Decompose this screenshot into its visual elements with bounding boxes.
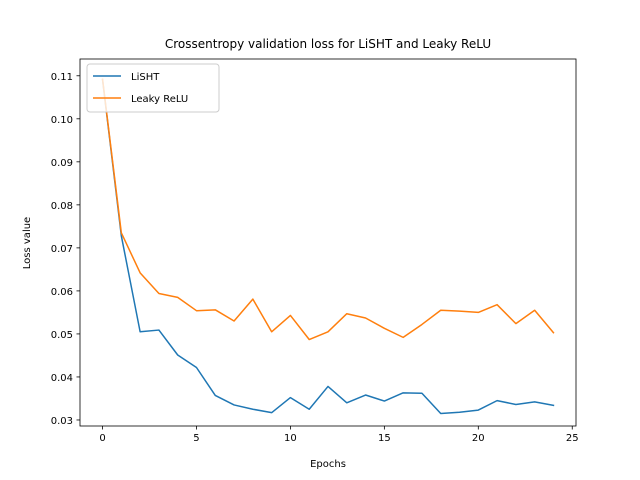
x-tick-label: 5: [193, 433, 199, 444]
chart-title: Crossentropy validation loss for LiSHT a…: [165, 37, 491, 51]
series-line-1: [101, 78, 555, 341]
y-axis-label: Loss value: [22, 217, 33, 269]
y-tick-label: 0.10: [51, 115, 73, 126]
y-tick-label: 0.03: [51, 416, 73, 427]
x-axis-label: Epochs: [310, 459, 346, 470]
y-tick-label: 0.05: [51, 330, 73, 341]
legend-label-1: Leaky ReLU: [131, 94, 188, 105]
series-line-0: [101, 78, 555, 415]
x-tick-label: 0: [99, 433, 105, 444]
x-tick-label: 15: [378, 433, 391, 444]
x-tick-label: 20: [472, 433, 485, 444]
y-tick-label: 0.11: [51, 72, 73, 83]
plot-area: 0 5 10 15 20 25 0.03 0.04 0.05 0.06 0.07 0.08 0.09 0.…: [51, 58, 579, 444]
axes-frame: [79, 58, 577, 427]
legend-label-0: LiSHT: [131, 72, 160, 83]
y-tick-label: 0.07: [51, 244, 73, 255]
y-tick-label: 0.04: [51, 373, 73, 384]
y-tick-label: 0.06: [51, 287, 73, 298]
x-tick-label: 25: [566, 433, 579, 444]
legend: LiSHT Leaky ReLU: [86, 63, 220, 113]
y-tick-label: 0.09: [51, 158, 73, 169]
y-tick-label: 0.08: [51, 201, 73, 212]
x-tick-label: 10: [284, 433, 297, 444]
